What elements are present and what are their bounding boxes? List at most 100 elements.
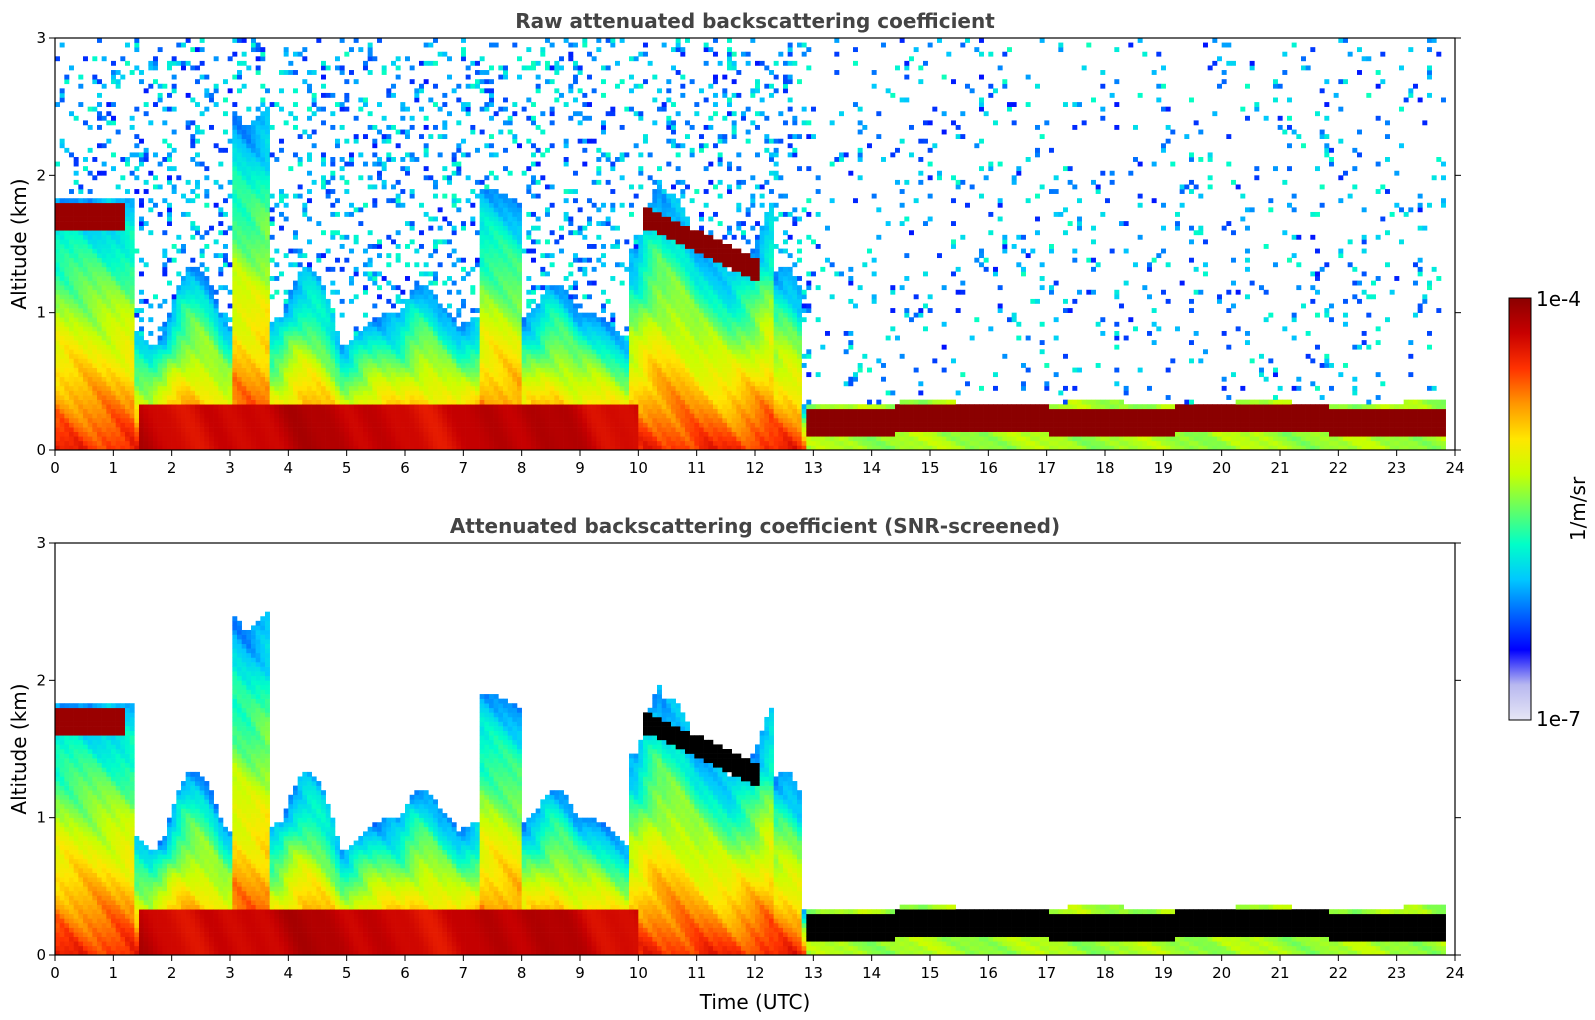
panel-raw-cell-1948: [232, 340, 238, 346]
panel-raw-cell-755: [111, 285, 116, 291]
panel-raw-cell-1200: [153, 202, 158, 208]
panel-raw-cell-622: [101, 344, 107, 350]
panel-raw-cell-4849: [507, 349, 513, 355]
panel-raw-cell-4523: [484, 381, 490, 387]
panel-raw-cell-2604: [274, 326, 280, 332]
panel-raw-cell-4902: [512, 376, 518, 382]
panel-raw-cell-1288: [167, 427, 172, 432]
panel-raw-cell-4586: [489, 390, 494, 396]
panel-raw-cell-1016: [129, 202, 135, 208]
panel-raw-cell-4169: [447, 399, 452, 405]
panel-raw-cell-1642: [199, 349, 205, 355]
panel-raw-cell-1124: [143, 367, 149, 373]
panel-raw-cell-2191: [246, 285, 252, 291]
panel-raw-cell-537: [97, 440, 102, 446]
panel-raw-cell-684: [106, 340, 112, 346]
panel-raw-cell-2745: [293, 408, 298, 414]
panel-raw-cell-4740: [498, 280, 504, 286]
panel-raw-cell-991: [129, 317, 135, 323]
panel-raw-cell-530: [92, 175, 98, 181]
panel-raw-cell-3242: [344, 417, 350, 423]
panel-raw-cell-310: [78, 381, 84, 387]
panel-raw-cell-699: [106, 271, 112, 277]
panel-raw-cell-831: [115, 230, 121, 236]
panel-raw-cell-2570: [269, 234, 275, 240]
panel-raw-cell-3870: [414, 330, 420, 336]
panel-raw-cell-3966: [423, 294, 429, 300]
panel-raw-cell-3186: [335, 340, 340, 346]
panel-raw-cell-2434: [260, 211, 266, 217]
panel-raw-cell-4708: [498, 427, 504, 432]
panel-raw-cell-2927: [307, 170, 312, 176]
panel-raw-cell-655: [101, 170, 107, 176]
panel-raw-cell-4195: [447, 179, 452, 185]
panel-raw-cell-2027: [237, 335, 242, 341]
panel-raw-cell-4510: [484, 440, 490, 446]
panel-raw-cell-3937: [423, 427, 429, 432]
panel-raw-cell-4619: [489, 239, 494, 245]
panel-raw-cell-468: [87, 202, 93, 208]
panel-raw-cell-4480: [479, 285, 485, 291]
panel-raw-cell-548: [97, 390, 102, 396]
panel-raw-cell-3539: [377, 170, 382, 176]
panel-raw-cell-330: [78, 289, 84, 295]
panel-raw-cell-2608: [274, 276, 280, 281]
panel-raw-cell-2657: [283, 431, 289, 437]
panel-raw-cell-1734: [209, 385, 214, 391]
panel-raw-cell-4379: [470, 376, 476, 382]
panel-raw-cell-922: [125, 358, 130, 364]
panel-raw-cell-241: [73, 422, 79, 428]
panel-raw-cell-4354: [465, 271, 471, 277]
panel-raw-cell-1851: [223, 417, 228, 423]
panel-raw-cell-2359: [255, 193, 261, 199]
panel-raw-cell-3614: [386, 312, 392, 318]
panel-raw-cell-2564: [269, 330, 275, 336]
panel-raw-cell-147: [64, 317, 70, 323]
panel-raw-cell-2709: [288, 385, 294, 391]
panel-raw-cell-4674: [493, 303, 499, 309]
panel-raw-cell-776: [111, 152, 116, 158]
panel-raw-cell-4448: [479, 431, 485, 437]
panel-raw-cell-4397: [470, 221, 476, 226]
panel-raw-cell-2915: [307, 294, 312, 300]
panel-raw-cell-1404: [176, 326, 182, 332]
panel-raw-cell-3834: [409, 239, 415, 245]
panel-raw-cell-881: [120, 276, 126, 281]
panel-raw-cell-1103: [139, 152, 144, 158]
panel-raw-cell-1992: [232, 138, 238, 144]
panel-raw-cell-703: [106, 253, 112, 259]
panel-raw-cell-3345: [358, 440, 364, 446]
panel-raw-cell-1402: [176, 335, 182, 341]
panel-raw-cell-1311: [167, 321, 172, 327]
panel-raw-cell-4654: [493, 395, 499, 400]
panel-raw-cell-1070: [139, 413, 144, 419]
panel-raw-cell-4645: [493, 436, 499, 442]
panel-raw-cell-305: [78, 404, 84, 410]
panel-raw-cell-1242: [157, 47, 163, 53]
panel-raw-cell-2465: [265, 436, 270, 442]
panel-raw-cell-2188: [246, 298, 252, 304]
panel-raw-cell-1029: [134, 417, 140, 423]
panel-raw-cell-837: [115, 202, 121, 208]
panel-raw-cell-1893: [227, 422, 233, 428]
panel-raw-cell-4829: [507, 440, 513, 446]
panel-raw-cell-2431: [260, 225, 266, 231]
panel-raw-cell-275: [73, 266, 79, 272]
panel-raw-cell-3759: [405, 427, 410, 432]
panel-raw-cell-1011: [129, 225, 135, 231]
panel-raw-cell-1831: [218, 321, 224, 327]
panel-raw-cell-3772: [405, 367, 410, 373]
panel-raw-cell-1459: [181, 244, 186, 249]
panel-raw-cell-2091: [241, 399, 247, 405]
panel-raw-cell-939: [125, 280, 130, 286]
panel-raw-cell-2748: [293, 395, 298, 400]
panel-raw-cell-1798: [213, 179, 219, 185]
panel-raw-cell-2154: [241, 51, 247, 57]
panel-raw-cell-2676: [283, 344, 289, 350]
panel-raw-cell-410: [83, 198, 88, 204]
panel-raw-cell-2496: [265, 294, 270, 300]
panel-raw-cell-4898: [512, 395, 518, 400]
panel-raw-cell-2737: [293, 445, 298, 450]
panel-raw-cell-1461: [181, 193, 186, 199]
panel-raw-cell-3579: [381, 161, 387, 167]
